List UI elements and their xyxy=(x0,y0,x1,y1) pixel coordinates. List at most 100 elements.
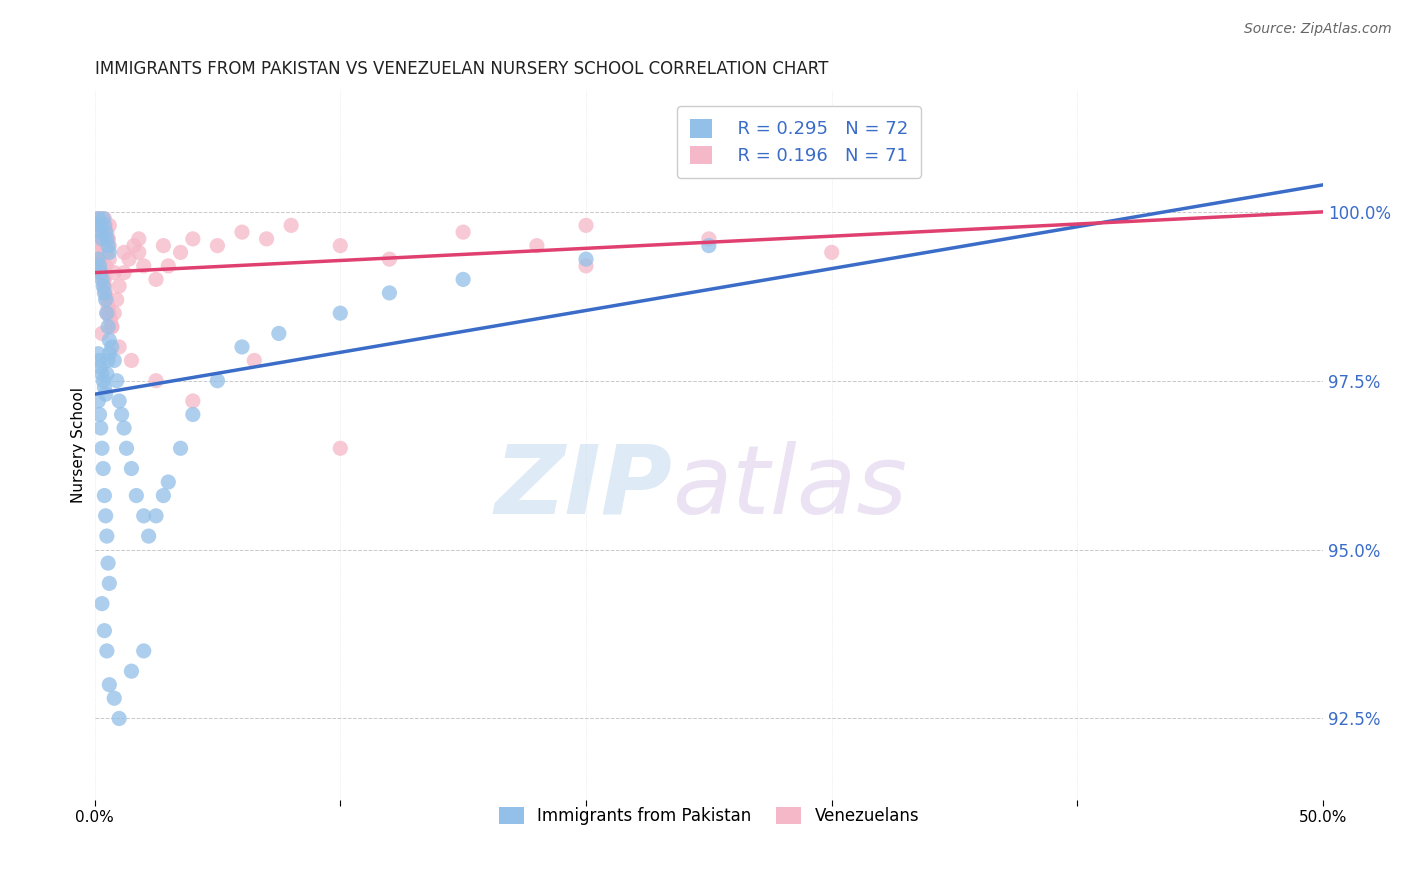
Point xyxy=(152,489,174,503)
Point xyxy=(575,259,598,273)
Point xyxy=(98,245,121,260)
Point xyxy=(87,211,110,226)
Point xyxy=(89,252,111,267)
Point xyxy=(697,238,720,252)
Point xyxy=(132,508,155,523)
Text: atlas: atlas xyxy=(672,441,907,534)
Point xyxy=(138,529,160,543)
Point xyxy=(93,279,115,293)
Point xyxy=(94,387,117,401)
Point xyxy=(132,259,155,273)
Point xyxy=(378,252,401,267)
Point xyxy=(93,624,115,638)
Point xyxy=(145,374,167,388)
Point xyxy=(145,508,167,523)
Point xyxy=(329,306,352,320)
Point xyxy=(112,266,135,280)
Point xyxy=(157,475,180,489)
Point xyxy=(94,219,117,233)
Point xyxy=(108,340,131,354)
Point xyxy=(120,664,142,678)
Point xyxy=(94,225,117,239)
Point xyxy=(94,508,117,523)
Point xyxy=(91,252,114,267)
Point xyxy=(90,238,112,252)
Point xyxy=(451,225,474,239)
Point xyxy=(90,421,112,435)
Point xyxy=(91,597,114,611)
Point xyxy=(91,266,114,280)
Point xyxy=(93,285,115,300)
Point xyxy=(181,408,204,422)
Point xyxy=(96,529,118,543)
Y-axis label: Nursery School: Nursery School xyxy=(72,387,86,503)
Point xyxy=(89,408,111,422)
Point xyxy=(128,245,150,260)
Point xyxy=(93,380,115,394)
Point xyxy=(91,461,114,475)
Point xyxy=(97,238,120,252)
Point xyxy=(329,238,352,252)
Point xyxy=(821,245,844,260)
Point xyxy=(231,225,253,239)
Point xyxy=(87,211,110,226)
Point xyxy=(231,340,253,354)
Point xyxy=(243,353,266,368)
Point xyxy=(91,272,114,286)
Point xyxy=(96,245,118,260)
Point xyxy=(93,489,115,503)
Point xyxy=(100,340,122,354)
Point xyxy=(98,576,121,591)
Point xyxy=(94,293,117,307)
Text: Source: ZipAtlas.com: Source: ZipAtlas.com xyxy=(1244,22,1392,37)
Point xyxy=(103,691,125,706)
Point xyxy=(93,279,115,293)
Point xyxy=(87,252,110,267)
Point xyxy=(96,225,118,239)
Point xyxy=(90,225,112,239)
Point xyxy=(93,219,115,233)
Point xyxy=(91,232,114,246)
Point xyxy=(100,319,122,334)
Point xyxy=(98,678,121,692)
Point xyxy=(120,353,142,368)
Point xyxy=(98,252,121,267)
Point xyxy=(91,238,114,252)
Point xyxy=(93,211,115,226)
Point xyxy=(97,556,120,570)
Text: IMMIGRANTS FROM PAKISTAN VS VENEZUELAN NURSERY SCHOOL CORRELATION CHART: IMMIGRANTS FROM PAKISTAN VS VENEZUELAN N… xyxy=(94,60,828,78)
Point xyxy=(90,259,112,273)
Point xyxy=(89,225,111,239)
Point xyxy=(97,319,120,334)
Point xyxy=(280,219,302,233)
Point xyxy=(207,374,229,388)
Point xyxy=(152,238,174,252)
Point xyxy=(93,272,115,286)
Point xyxy=(91,211,114,226)
Point xyxy=(157,259,180,273)
Point xyxy=(98,306,121,320)
Point xyxy=(87,347,110,361)
Point xyxy=(96,367,118,381)
Point xyxy=(329,442,352,456)
Point xyxy=(98,219,121,233)
Point xyxy=(128,232,150,246)
Point xyxy=(169,442,191,456)
Point xyxy=(108,394,131,409)
Point xyxy=(90,360,112,375)
Point xyxy=(91,266,114,280)
Point xyxy=(89,353,111,368)
Point xyxy=(97,232,120,246)
Point xyxy=(97,300,120,314)
Point xyxy=(90,225,112,239)
Point xyxy=(91,232,114,246)
Point xyxy=(105,374,128,388)
Point xyxy=(100,313,122,327)
Point xyxy=(256,232,278,246)
Point xyxy=(98,238,121,252)
Point xyxy=(97,353,120,368)
Point xyxy=(90,266,112,280)
Point xyxy=(108,711,131,725)
Point xyxy=(89,259,111,273)
Point xyxy=(115,442,138,456)
